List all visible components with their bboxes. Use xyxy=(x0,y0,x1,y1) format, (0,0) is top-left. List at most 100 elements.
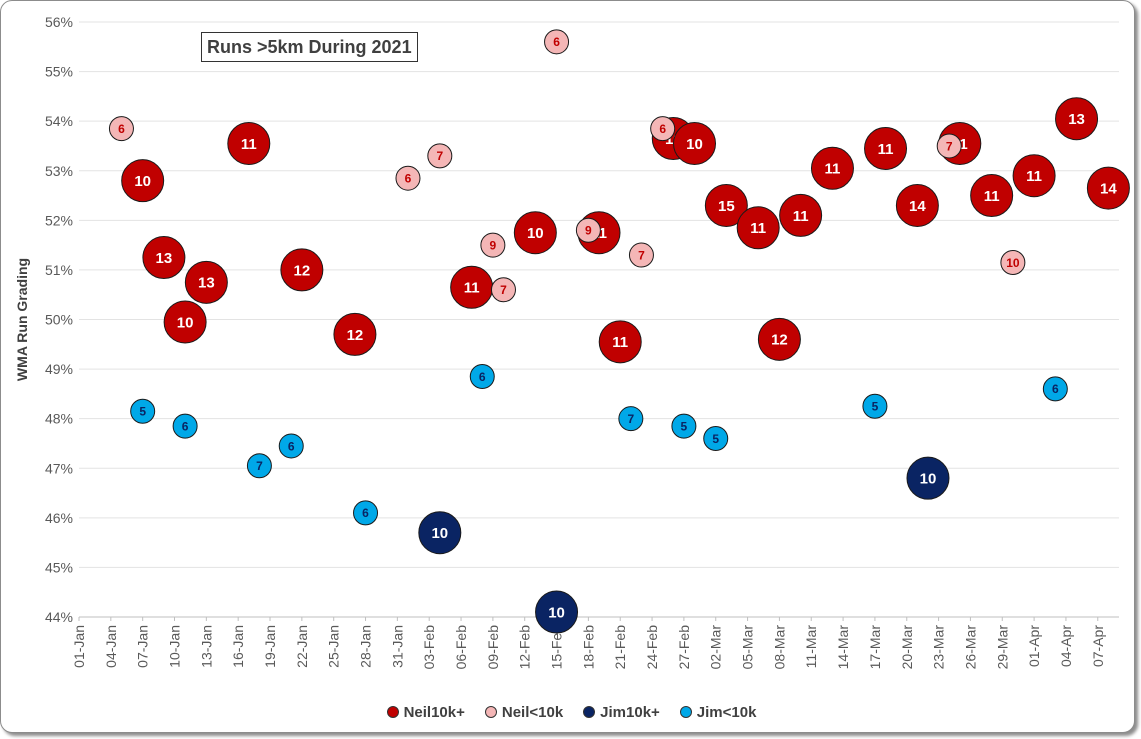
data-point xyxy=(703,426,729,451)
data-point xyxy=(1086,166,1130,210)
y-tick-label: 47% xyxy=(45,460,73,476)
data-label: 10 xyxy=(431,525,448,542)
data-label: 6 xyxy=(288,439,295,453)
data-point xyxy=(1012,154,1056,198)
data-label: 7 xyxy=(638,248,645,262)
x-tick-label: 25-Jan xyxy=(326,625,342,668)
x-tick-label: 05-Mar xyxy=(740,625,756,670)
data-label: 6 xyxy=(659,122,666,136)
x-tick-label: 06-Feb xyxy=(453,625,469,670)
data-point xyxy=(704,183,748,227)
data-point xyxy=(936,133,962,159)
data-point xyxy=(121,159,165,203)
x-tick-label: 07-Apr xyxy=(1090,625,1106,667)
x-tick-label: 22-Jan xyxy=(294,625,310,668)
legend-label: Jim<10k xyxy=(696,704,757,721)
x-tick-label: 12-Feb xyxy=(517,625,533,670)
legend-label: Jim10k+ xyxy=(600,704,660,721)
data-label: 11 xyxy=(612,334,628,351)
data-label: 11 xyxy=(984,188,1000,205)
data-label: 13 xyxy=(156,250,173,267)
data-label: 11 xyxy=(793,208,809,225)
x-tick-label: 04-Jan xyxy=(103,625,119,668)
data-point xyxy=(575,217,601,243)
y-tick-label: 51% xyxy=(45,262,73,278)
x-tick-label: 16-Jan xyxy=(230,625,246,668)
y-tick-label: 46% xyxy=(45,510,73,526)
data-label: 10 xyxy=(686,136,703,153)
data-label: 11 xyxy=(750,220,766,237)
x-tick-label: 10-Jan xyxy=(167,625,183,668)
data-point xyxy=(1000,249,1026,275)
data-label: 7 xyxy=(256,459,263,473)
data-point xyxy=(618,406,644,432)
y-tick-label: 53% xyxy=(45,163,73,179)
data-point xyxy=(427,143,453,169)
data-label: 9 xyxy=(490,238,497,252)
data-point xyxy=(184,260,228,304)
x-tick-label: 01-Jan xyxy=(71,625,87,668)
data-label: 11 xyxy=(825,161,841,178)
y-tick-label: 49% xyxy=(45,361,73,377)
data-point xyxy=(130,398,156,424)
legend-item: Neil10k+ xyxy=(386,704,465,721)
data-label: 11 xyxy=(878,141,894,158)
chart-legend: Neil10k+ Neil<10k Jim10k+ Jim<10k xyxy=(1,704,1134,721)
data-label: 5 xyxy=(872,400,879,414)
data-label: 12 xyxy=(294,262,311,279)
y-tick-label: 55% xyxy=(45,64,73,80)
data-label: 5 xyxy=(139,405,146,419)
data-label: 5 xyxy=(681,419,688,433)
data-label: 10 xyxy=(177,314,194,331)
x-tick-label: 03-Feb xyxy=(421,625,437,670)
data-point xyxy=(906,456,950,500)
data-point xyxy=(810,146,854,190)
data-label: 10 xyxy=(920,471,937,488)
data-point xyxy=(480,232,506,258)
x-tick-label: 11-Mar xyxy=(803,625,819,669)
legend-marker xyxy=(484,706,497,718)
data-point xyxy=(353,500,379,526)
data-point xyxy=(864,126,908,170)
x-tick-label: 15-Feb xyxy=(549,625,565,670)
y-tick-label: 50% xyxy=(45,312,73,328)
data-point xyxy=(278,433,304,459)
y-tick-label: 44% xyxy=(45,609,73,625)
x-tick-label: 23-Mar xyxy=(931,625,947,670)
data-point xyxy=(280,248,324,292)
data-point xyxy=(227,121,271,165)
legend-item: Jim10k+ xyxy=(583,704,660,721)
data-point xyxy=(246,453,272,479)
x-tick-label: 20-Mar xyxy=(899,625,915,670)
data-label: 13 xyxy=(1068,111,1085,128)
data-label: 11 xyxy=(241,136,257,153)
y-tick-label: 52% xyxy=(45,212,73,228)
data-label: 6 xyxy=(362,506,369,520)
data-label: 11 xyxy=(464,280,480,297)
data-point xyxy=(490,277,516,303)
data-label: 6 xyxy=(118,122,125,136)
legend-marker xyxy=(386,706,399,718)
x-tick-label: 18-Feb xyxy=(580,625,596,670)
x-tick-label: 08-Mar xyxy=(771,625,787,670)
data-label: 6 xyxy=(479,370,486,384)
data-point xyxy=(736,206,780,250)
data-label: 7 xyxy=(436,149,443,163)
x-tick-label: 14-Mar xyxy=(835,625,851,670)
data-label: 10 xyxy=(548,604,565,621)
data-point xyxy=(650,116,676,142)
data-label: 7 xyxy=(627,412,634,426)
x-tick-label: 09-Feb xyxy=(485,625,501,670)
data-label: 5 xyxy=(712,432,719,446)
y-tick-label: 56% xyxy=(45,14,73,30)
x-tick-label: 19-Jan xyxy=(262,625,278,668)
legend-item: Neil<10k xyxy=(484,704,563,721)
x-tick-label: 07-Jan xyxy=(135,625,151,668)
data-label: 9 xyxy=(585,224,592,238)
data-point xyxy=(628,242,654,268)
data-point xyxy=(757,317,801,361)
data-label: 10 xyxy=(527,225,544,242)
data-point xyxy=(779,193,823,237)
